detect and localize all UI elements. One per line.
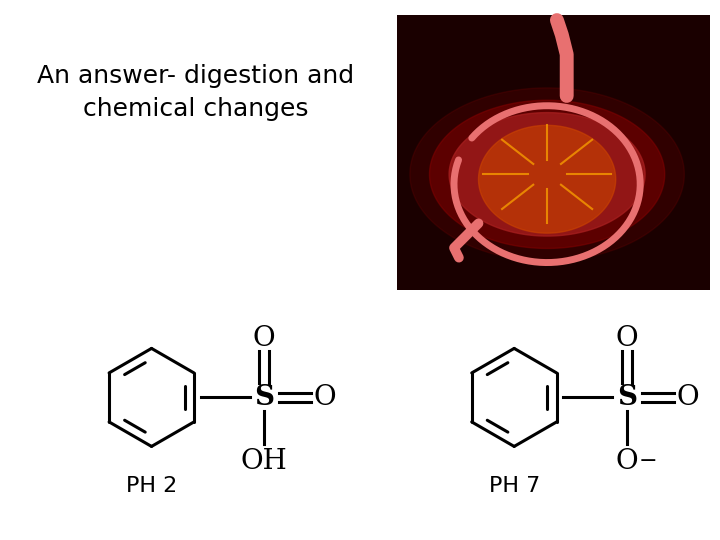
Polygon shape bbox=[430, 100, 665, 248]
Text: −: − bbox=[639, 450, 658, 472]
Text: chemical changes: chemical changes bbox=[83, 97, 308, 120]
Polygon shape bbox=[479, 125, 616, 233]
Polygon shape bbox=[449, 113, 645, 236]
Polygon shape bbox=[410, 88, 684, 261]
Text: PH 7: PH 7 bbox=[489, 476, 540, 496]
Text: O: O bbox=[676, 384, 699, 411]
Text: O: O bbox=[253, 325, 276, 352]
FancyBboxPatch shape bbox=[397, 15, 710, 289]
Text: An answer- digestion and: An answer- digestion and bbox=[37, 64, 354, 88]
Text: PH 2: PH 2 bbox=[126, 476, 177, 496]
Text: O: O bbox=[314, 384, 336, 411]
Text: S: S bbox=[617, 384, 637, 411]
Text: O: O bbox=[616, 448, 638, 475]
Text: O: O bbox=[616, 325, 638, 352]
Text: OH: OH bbox=[241, 448, 287, 475]
Text: S: S bbox=[254, 384, 274, 411]
